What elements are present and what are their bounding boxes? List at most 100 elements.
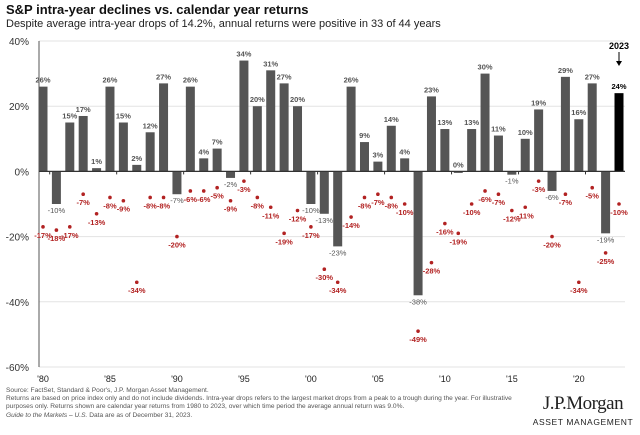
drop-label: -12% [289, 215, 307, 224]
logo-name: J.P.Morgan [542, 393, 624, 414]
bar-label: 26% [344, 76, 359, 85]
drop-label: -13% [88, 218, 106, 227]
bar-1999 [293, 106, 303, 172]
bar-2008 [413, 171, 423, 296]
drop-point-2011 [456, 231, 461, 236]
drop-label: -49% [409, 335, 427, 344]
bar-2018 [547, 171, 557, 191]
bar-2020 [574, 119, 584, 172]
drop-label: -6% [184, 195, 198, 204]
drop-label: -8% [143, 201, 157, 210]
bar-label: -23% [329, 248, 347, 257]
bar-2019 [560, 76, 570, 172]
drop-point-1993 [215, 185, 219, 190]
bar-label: 16% [571, 108, 586, 117]
drop-point-2017 [536, 179, 541, 183]
bar-2013 [480, 73, 490, 172]
bar-2002 [333, 171, 343, 247]
drop-label: -34% [128, 286, 146, 295]
bar-2023 [614, 93, 624, 172]
x-tick-label: '00 [305, 374, 317, 384]
bar-label: 30% [478, 63, 493, 72]
drop-label: -8% [103, 201, 117, 210]
bar-label: -1% [505, 177, 519, 186]
drop-point-2004 [362, 195, 367, 200]
drop-label: -11% [262, 211, 279, 220]
bar-label: 26% [35, 76, 50, 85]
drop-label: -18% [48, 234, 66, 243]
bar-label: 26% [102, 76, 117, 85]
bar-1996 [252, 106, 262, 172]
bar-label: 1% [91, 157, 102, 166]
drop-point-2010 [443, 221, 447, 226]
drop-label: -9% [117, 205, 131, 214]
drop-label: -30% [316, 273, 334, 282]
drop-point-2019 [563, 192, 568, 197]
drop-label: -6% [197, 195, 211, 204]
bar-label: 0% [453, 160, 464, 169]
drop-label: -9% [224, 205, 238, 214]
drop-point-2001 [322, 267, 327, 272]
drop-label: -20% [168, 241, 186, 250]
bar-label: 19% [531, 98, 546, 107]
drop-label: -12% [503, 215, 521, 224]
drop-point-2000 [309, 225, 313, 229]
drop-label: -8% [157, 201, 171, 210]
drop-label: -19% [275, 237, 293, 246]
bar-label: 27% [156, 72, 171, 81]
bar-label: 27% [277, 72, 292, 81]
x-tick-label: '20 [573, 374, 585, 384]
drop-point-1994 [228, 198, 233, 203]
bar-2000 [306, 171, 316, 204]
drop-label: -25% [597, 257, 615, 266]
x-tick-label: '90 [171, 374, 183, 384]
method-note: Returns are based on price index only an… [6, 395, 512, 411]
bar-1993 [212, 148, 222, 172]
y-tick-label: -20% [6, 233, 29, 244]
drop-label: -11% [517, 211, 534, 220]
drop-label: -8% [251, 201, 265, 210]
bar-2009 [426, 96, 436, 172]
bar-1983 [78, 115, 88, 172]
bar-label: 13% [464, 118, 479, 127]
bar-2017 [534, 109, 544, 172]
drop-point-2018 [550, 234, 554, 239]
drop-point-2012 [469, 202, 474, 206]
bar-label: 31% [263, 59, 278, 68]
drop-point-2020 [577, 280, 581, 285]
bar-label: 11% [491, 125, 506, 134]
drop-label: -6% [478, 195, 492, 204]
bar-label: 26% [183, 76, 198, 85]
drop-point-1995 [242, 179, 246, 183]
bar-label: 29% [558, 66, 573, 75]
y-tick-label: 0% [15, 167, 30, 178]
bar-label: 15% [116, 112, 131, 121]
drop-label: -20% [543, 241, 561, 250]
drop-point-1981 [54, 228, 59, 232]
drop-point-1996 [255, 195, 260, 200]
bar-1997 [266, 70, 276, 172]
bar-2015 [507, 171, 517, 175]
bar-1988 [145, 132, 155, 172]
bar-label: -38% [409, 297, 427, 306]
bar-1995 [239, 60, 249, 172]
drop-point-2006 [389, 195, 394, 200]
drop-point-2015 [510, 208, 514, 213]
drop-label: -28% [423, 267, 441, 276]
drop-label: -34% [570, 286, 588, 295]
x-tick-label: '15 [506, 374, 518, 384]
drop-point-2009 [429, 260, 434, 265]
x-tick-label: '85 [104, 374, 116, 384]
drop-point-2003 [349, 215, 353, 219]
drop-point-2022 [603, 251, 608, 255]
drop-label: -3% [237, 185, 251, 194]
drop-label: -5% [210, 192, 224, 201]
bar-label: 3% [372, 151, 383, 160]
drop-point-1989 [161, 195, 166, 200]
bar-label: 20% [250, 95, 265, 104]
bar-label: 20% [290, 95, 305, 104]
bar-label: 17% [76, 105, 91, 114]
drop-label: -7% [77, 198, 91, 207]
